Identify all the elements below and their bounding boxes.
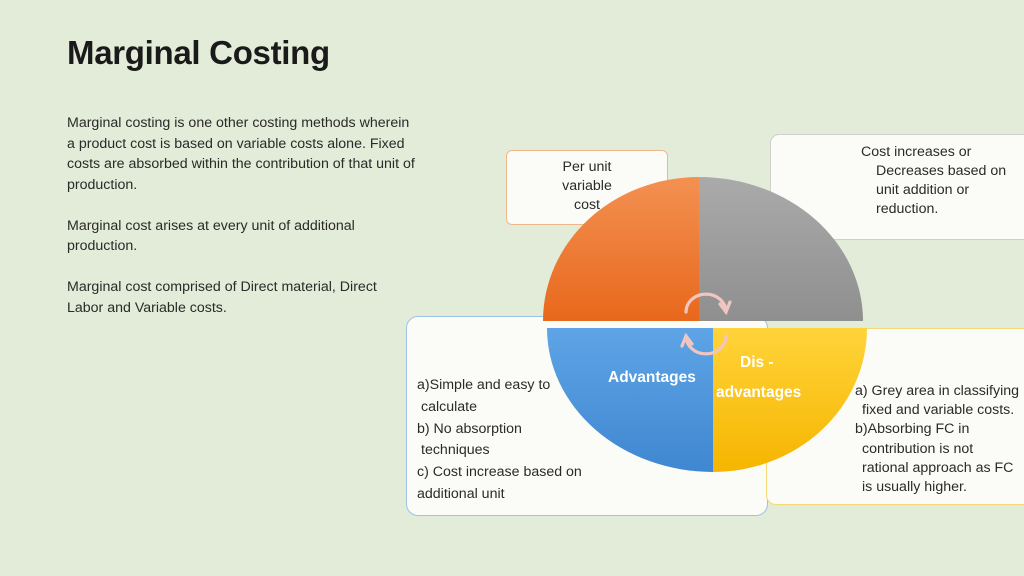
callout-line: unit addition or [876, 182, 970, 198]
advantages-label: Advantages [608, 369, 696, 386]
callout-line: calculate [421, 398, 477, 415]
quadrant-disadvantages [713, 328, 867, 472]
callout-line: a)Simple and easy to [417, 377, 551, 393]
disadvantages-label-line1: Dis - [740, 354, 774, 371]
quadrant-cost-change [699, 177, 863, 321]
intro-paragraph-2: Marginal cost arises at every unit of ad… [67, 217, 355, 255]
callout-line: fixed and variable costs. [862, 402, 1015, 419]
callout-line: Decreases based on [876, 163, 1007, 179]
callout-line: is usually higher. [862, 479, 967, 496]
callout-line: Cost increases or [861, 144, 972, 160]
callout-line: reduction. [876, 201, 939, 217]
callout-line: additional unit [417, 485, 505, 502]
callout-line: contribution is not [862, 440, 974, 457]
intro-paragraph-1: Marginal costing is one other costing me… [67, 115, 415, 193]
intro-text: Marginal costing is one other costing me… [67, 113, 417, 339]
callout-line: rational approach as FC [862, 459, 1014, 476]
callout-line: b) No absorption [417, 420, 522, 437]
quadrant-advantages [547, 328, 713, 472]
callout-line: cost [573, 197, 601, 213]
callout-line: techniques [421, 442, 490, 459]
callout-line: b)Absorbing FC in [855, 421, 970, 438]
callout-line: Per unit [562, 159, 612, 175]
quadrant-variable-cost [543, 177, 699, 321]
disadvantages-label-line2: advantages [716, 384, 802, 401]
callout-line: c) Cost increase based on [417, 464, 582, 481]
slide-title: Marginal Costing [67, 34, 330, 71]
callout-line: variable [562, 178, 612, 194]
callout-line: a) Grey area in classifying [855, 383, 1020, 399]
intro-paragraph-3: Marginal cost comprised of Direct materi… [67, 279, 377, 316]
circular-arrows-icon [680, 292, 732, 356]
